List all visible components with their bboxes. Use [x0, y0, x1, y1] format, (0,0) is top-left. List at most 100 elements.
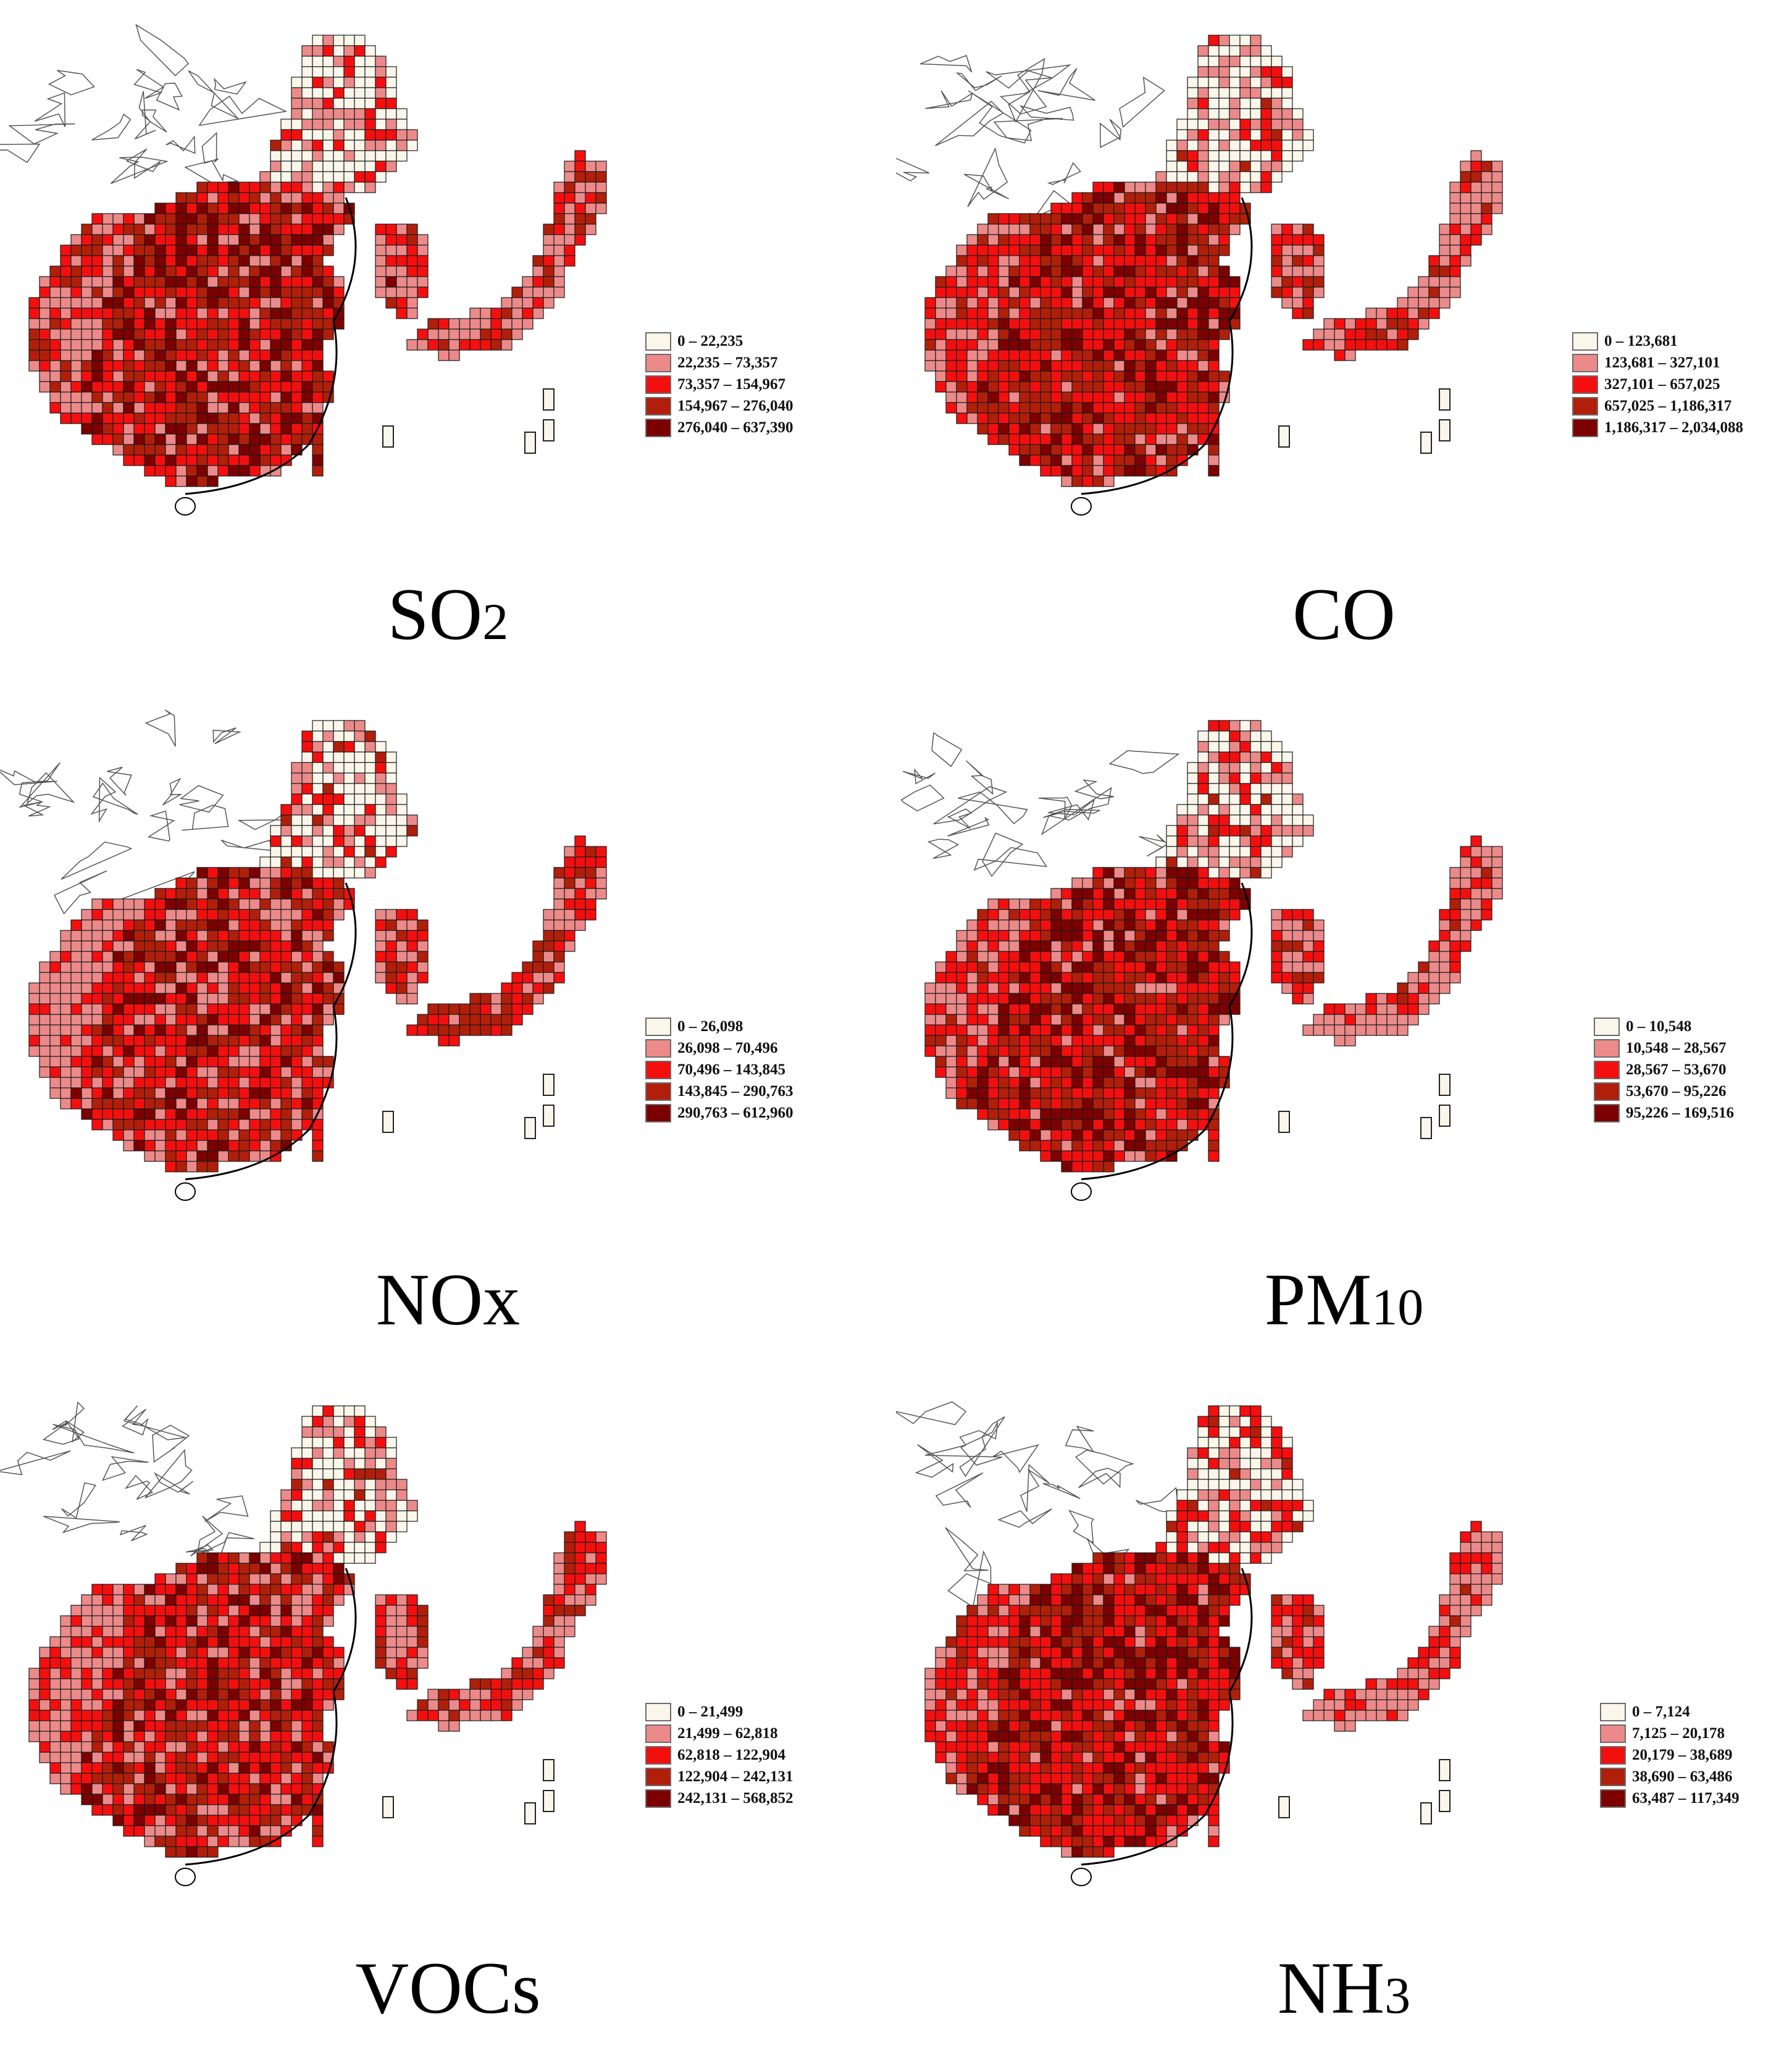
emission-cell [291, 1700, 302, 1710]
emission-cell [134, 1616, 144, 1626]
emission-cell [417, 329, 428, 340]
emission-cell [1124, 256, 1135, 266]
emission-cell [1082, 245, 1093, 256]
emission-cell [1145, 277, 1156, 287]
emission-cell [564, 224, 575, 235]
emission-cell [333, 1584, 344, 1595]
emission-cell [207, 340, 218, 350]
emission-cell [197, 1553, 207, 1563]
emission-cell [270, 224, 281, 235]
emission-cell [291, 1067, 302, 1077]
emission-cell [1124, 455, 1135, 466]
emission-cell [239, 930, 249, 941]
title-main: CO [1292, 573, 1396, 655]
emission-cell [333, 35, 344, 46]
emission-cell [113, 962, 124, 972]
emission-cell [386, 88, 396, 98]
emission-cell [249, 350, 260, 361]
emission-cell [1271, 951, 1282, 962]
emission-cell [1303, 140, 1313, 151]
emission-cell [1177, 1067, 1187, 1077]
emission-cell [1229, 140, 1240, 151]
emission-cell [281, 1046, 291, 1056]
emission-cell [207, 1584, 218, 1595]
emission-cell [375, 909, 386, 920]
emission-cell [92, 1035, 103, 1046]
emission-cell [1219, 224, 1229, 235]
emission-cell [1166, 1088, 1177, 1098]
emission-cell [470, 1025, 480, 1035]
emission-cell [61, 1637, 71, 1647]
emission-cell [291, 888, 302, 899]
emission-cell [291, 214, 302, 224]
emission-cell [228, 193, 239, 203]
legend-swatch [1572, 332, 1598, 351]
emission-cell [1082, 972, 1093, 983]
emission-cell [207, 983, 218, 993]
emission-cell [134, 1658, 144, 1668]
emission-cell [1145, 909, 1156, 920]
emission-cell [1177, 846, 1187, 857]
emission-cell [291, 920, 302, 930]
emission-cell [218, 1679, 228, 1689]
emission-cell [165, 224, 176, 235]
legend-swatch [645, 1104, 671, 1122]
emission-cell [1072, 941, 1082, 951]
emission-cell [1082, 1088, 1093, 1098]
emission-cell [1082, 371, 1093, 382]
emission-cell [291, 993, 302, 1004]
emission-cell [249, 361, 260, 371]
emission-cell [40, 371, 50, 382]
emission-cell [522, 962, 533, 972]
emission-cell [249, 371, 260, 382]
emission-cell [82, 245, 92, 256]
emission-cell [249, 1710, 260, 1721]
emission-cell [365, 119, 375, 130]
emission-cell [176, 1637, 186, 1647]
emission-cell [533, 951, 543, 962]
emission-cell [165, 1077, 176, 1088]
emission-cell [197, 1731, 207, 1742]
emission-cell [1124, 308, 1135, 319]
emission-cell [124, 382, 134, 392]
emission-cell [333, 878, 344, 888]
emission-cell [1460, 245, 1471, 256]
emission-cell [999, 245, 1009, 256]
emission-cell [239, 245, 249, 256]
emission-cell [165, 1130, 176, 1140]
emission-cell [312, 752, 323, 763]
emission-cell [218, 1763, 228, 1773]
emission-cell [407, 1679, 417, 1689]
emission-cell [1145, 203, 1156, 214]
emission-cell [365, 1532, 375, 1542]
emission-cell [50, 1637, 61, 1647]
emission-cell [988, 1098, 999, 1109]
emission-cell [186, 1731, 197, 1742]
emission-cell [270, 1742, 281, 1752]
emission-cell [323, 930, 333, 941]
emission-cell [165, 909, 176, 920]
emission-cell [1082, 1098, 1093, 1109]
emission-cell [218, 1742, 228, 1752]
emission-cell [249, 413, 260, 424]
emission-cell [218, 371, 228, 382]
emission-cell [354, 857, 365, 867]
emission-cell [1418, 962, 1429, 972]
emission-cell [1135, 899, 1145, 909]
emission-cell [40, 983, 50, 993]
emission-cell [533, 1626, 543, 1637]
emission-cell [999, 382, 1009, 392]
emission-cell [344, 77, 354, 88]
emission-cell [1135, 371, 1145, 382]
emission-cell [1208, 1035, 1219, 1046]
emission-cell [239, 308, 249, 319]
emission-cell [134, 1088, 144, 1098]
emission-cell [186, 1763, 197, 1773]
emission-cell [134, 319, 144, 329]
emission-cell [218, 1637, 228, 1647]
emission-cell [103, 1637, 113, 1647]
emission-cell [1114, 1035, 1124, 1046]
emission-cell [946, 350, 957, 361]
emission-cell [333, 1469, 344, 1479]
emission-cell [386, 972, 396, 983]
